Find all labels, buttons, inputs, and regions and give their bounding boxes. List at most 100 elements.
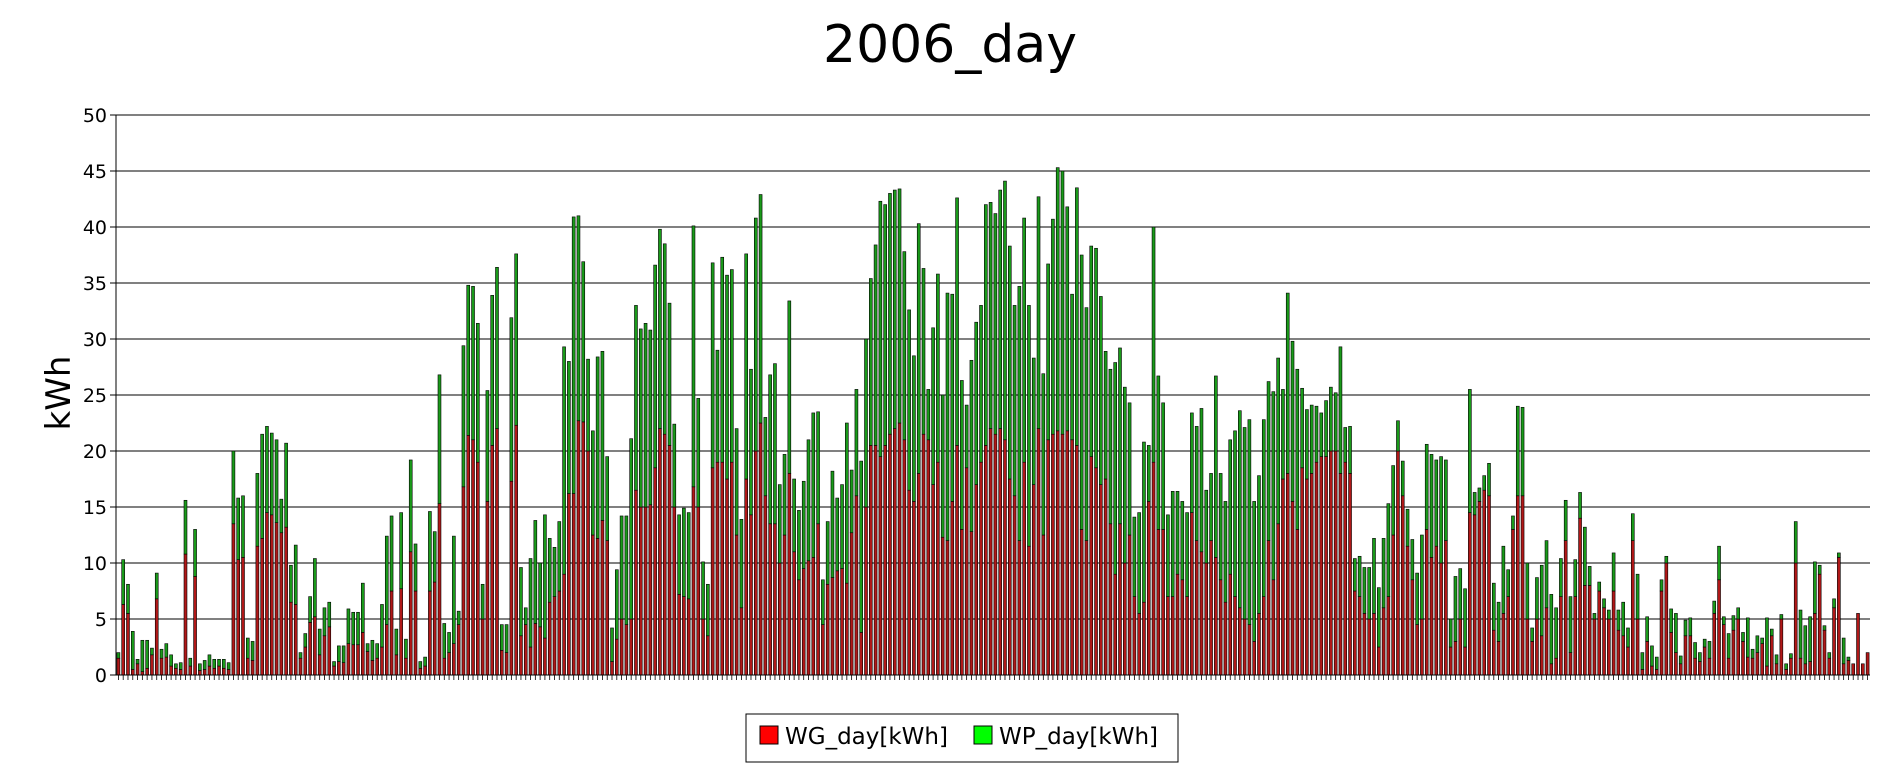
bar-wg-day-345: [1765, 665, 1769, 676]
bar-wg-day-117: [672, 506, 677, 676]
bar-wg-day-267: [1391, 534, 1395, 676]
bar-wg-day-294: [1520, 495, 1525, 676]
bar-wp-day-109: [634, 305, 638, 491]
bar-wg-day-339: [1736, 618, 1740, 676]
bar-wg-day-51: [356, 644, 360, 676]
bar-wg-day-317: [1630, 540, 1635, 676]
bar-wg-day-145: [806, 560, 811, 676]
bar-wg-day-154: [849, 532, 854, 676]
bar-wg-day-78: [485, 501, 490, 676]
bar-wg-day-169: [921, 433, 926, 676]
bar-wp-day-224: [1185, 512, 1189, 597]
bar-wp-day-37: [289, 564, 293, 603]
bar-wg-day-301: [1554, 657, 1558, 676]
bar-wp-day-202: [1079, 254, 1084, 530]
bar-wp-day-274: [1424, 443, 1429, 530]
bar-wg-day-268: [1396, 450, 1400, 676]
bar-wp-day-115: [662, 243, 667, 435]
bar-wg-day-354: [1808, 661, 1812, 676]
bar-wp-day-22: [217, 659, 221, 667]
bar-wg-day-151: [835, 570, 840, 676]
y-tick-label: 15: [83, 497, 107, 519]
bar-wp-day-203: [1084, 307, 1089, 541]
bar-wg-day-261: [1362, 613, 1367, 676]
bar-wp-day-45: [327, 601, 332, 628]
bar-wg-day-220: [1166, 596, 1170, 676]
bar-wg-day-142: [792, 551, 796, 676]
bar-wg-day-178: [964, 467, 969, 676]
bar-wg-day-141: [787, 473, 792, 676]
bar-wg-day-335: [1717, 579, 1721, 676]
bar-wg-day-328: [1683, 635, 1688, 676]
bar-wg-day-10: [159, 657, 164, 676]
bar-wp-day-147: [816, 411, 820, 525]
bar-wg-day-355: [1813, 613, 1817, 676]
bar-wp-day-20: [207, 654, 212, 667]
bar-wp-day-288: [1492, 582, 1496, 631]
bar-wp-day-193: [1036, 196, 1041, 429]
bar-wg-day-122: [696, 506, 701, 676]
bar-wg-day-130: [734, 534, 739, 676]
bar-wg-day-128: [725, 478, 729, 676]
bar-wp-day-63: [413, 543, 418, 592]
bar-wp-day-210: [1118, 347, 1122, 525]
bar-wp-day-344: [1760, 637, 1764, 644]
bar-wp-day-315: [1621, 601, 1625, 637]
bar-wp-day-176: [955, 197, 959, 446]
bar-wp-day-117: [672, 423, 677, 508]
bar-wp-day-308: [1587, 566, 1592, 586]
bar-wp-day-178: [964, 404, 969, 469]
bar-wp-day-164: [897, 188, 902, 424]
bar-wg-day-296: [1530, 641, 1534, 676]
bar-wp-day-70: [447, 632, 451, 653]
bar-wp-day-230: [1214, 375, 1218, 558]
bar-wg-day-184: [993, 433, 998, 676]
bar-wp-day-260: [1357, 555, 1362, 597]
bar-wg-day-82: [504, 652, 509, 676]
bar-wg-day-293: [1515, 495, 1520, 676]
bar-wp-day-6: [140, 639, 145, 672]
bar-wg-day-240: [1261, 596, 1266, 676]
bar-wg-day-123: [701, 618, 705, 676]
bar-wp-day-262: [1367, 567, 1371, 620]
bar-wp-day-126: [715, 349, 720, 463]
bar-wp-day-173: [940, 394, 945, 538]
bar-wp-day-206: [1099, 296, 1103, 485]
bar-wg-day-76: [476, 461, 480, 676]
bar-wp-day-11: [164, 643, 169, 658]
bar-wg-day-175: [950, 501, 955, 676]
bar-wg-day-258: [1348, 473, 1352, 676]
bar-wg-day-217: [1151, 461, 1156, 676]
bar-wp-day-177: [960, 380, 964, 530]
bar-wp-day-101: [595, 356, 600, 539]
bar-wg-day-98: [581, 421, 586, 676]
bar-wp-day-348: [1779, 614, 1784, 620]
bar-wg-day-64: [418, 667, 423, 676]
bar-wg-day-256: [1338, 473, 1343, 676]
bar-wp-day-35: [279, 498, 284, 534]
bar-wg-day-119: [682, 596, 686, 676]
bar-wp-day-124: [706, 583, 710, 637]
bar-wg-day-366: [1865, 652, 1870, 676]
bar-wp-day-198: [1060, 170, 1065, 435]
bar-wp-day-291: [1506, 569, 1510, 597]
bar-wp-day-15: [183, 499, 188, 555]
bar-wp-day-182: [984, 204, 988, 446]
bar-wg-day-202: [1079, 529, 1084, 676]
bar-wg-day-237: [1247, 624, 1252, 676]
bar-wp-day-271: [1410, 539, 1415, 581]
bar-wg-day-140: [782, 534, 787, 676]
y-tick-label: 30: [83, 329, 107, 351]
bar-wp-day-242: [1271, 391, 1276, 581]
bar-wg-day-186: [1003, 439, 1007, 676]
bar-wg-day-311: [1602, 607, 1606, 676]
bar-wg-day-165: [902, 439, 907, 676]
bar-wp-day-229: [1209, 473, 1213, 541]
bar-wp-day-18: [198, 663, 202, 671]
bar-wp-day-73: [461, 345, 466, 488]
bar-wp-day-47: [337, 645, 341, 662]
bar-wp-day-322: [1654, 656, 1659, 670]
bar-wp-day-233: [1228, 439, 1233, 575]
bar-wp-day-46: [332, 661, 336, 667]
bar-wp-day-27: [241, 495, 245, 558]
